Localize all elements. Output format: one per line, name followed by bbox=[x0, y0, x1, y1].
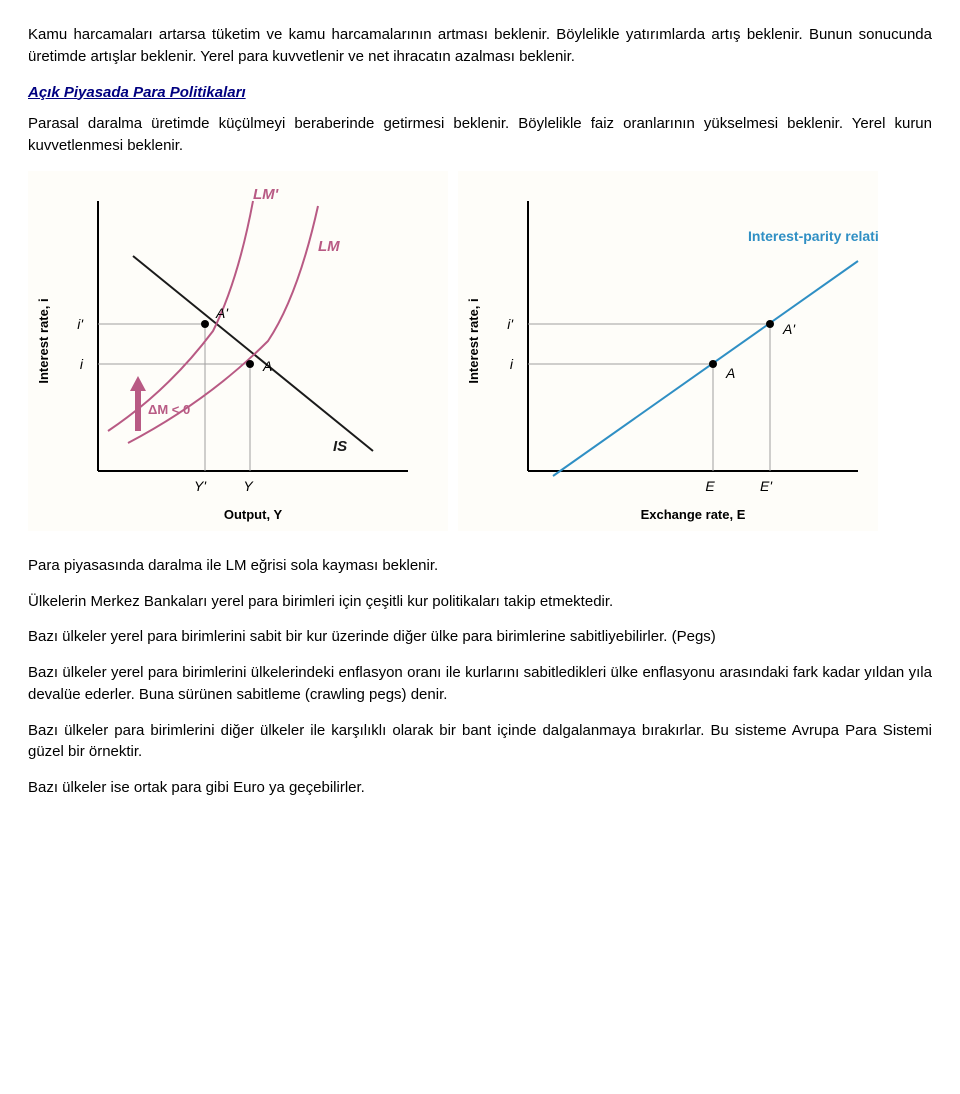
e2-tick: E' bbox=[760, 478, 773, 494]
e-tick: E bbox=[705, 478, 715, 494]
is-label: IS bbox=[333, 438, 347, 455]
paragraph-1: Kamu harcamaları artarsa tüketim ve kamu… bbox=[28, 24, 932, 68]
islm-chart: IS LM LM' A A' i i' Y Y' ΔM < 0 Interest… bbox=[28, 171, 448, 531]
dm-arrow-label: ΔM < 0 bbox=[148, 402, 190, 417]
y-axis-label: Interest rate, i bbox=[466, 298, 481, 383]
section-heading: Açık Piyasada Para Politikaları bbox=[28, 82, 932, 104]
paragraph-4: Ülkelerin Merkez Bankaları yerel para bi… bbox=[28, 591, 932, 613]
point-a2 bbox=[201, 320, 209, 328]
point-a2 bbox=[766, 320, 774, 328]
paragraph-3: Para piyasasında daralma ile LM eğrisi s… bbox=[28, 555, 932, 577]
point-a2-label: A' bbox=[215, 305, 229, 321]
paragraph-2: Parasal daralma üretimde küçülmeyi berab… bbox=[28, 113, 932, 157]
point-a2-label: A' bbox=[782, 321, 796, 337]
y2-tick: Y' bbox=[194, 478, 207, 494]
x-axis-label: Output, Y bbox=[224, 507, 283, 522]
paragraph-5: Bazı ülkeler yerel para birimlerini sabi… bbox=[28, 626, 932, 648]
ip-label: Interest-parity relation bbox=[748, 228, 878, 244]
lm2-label: LM' bbox=[253, 186, 279, 203]
paragraph-7: Bazı ülkeler para birimlerini diğer ülke… bbox=[28, 720, 932, 764]
point-a-label: A bbox=[262, 358, 272, 374]
charts-container: IS LM LM' A A' i i' Y Y' ΔM < 0 Interest… bbox=[28, 171, 932, 531]
paragraph-6: Bazı ülkeler yerel para birimlerini ülke… bbox=[28, 662, 932, 706]
point-a-label: A bbox=[725, 365, 735, 381]
point-a bbox=[246, 360, 254, 368]
chart-bg bbox=[28, 171, 448, 531]
y-axis-label: Interest rate, i bbox=[36, 298, 51, 383]
point-a bbox=[709, 360, 717, 368]
x-axis-label: Exchange rate, E bbox=[641, 507, 746, 522]
paragraph-8: Bazı ülkeler ise ortak para gibi Euro ya… bbox=[28, 777, 932, 799]
lm-label: LM bbox=[318, 238, 340, 255]
chart-bg bbox=[458, 171, 878, 531]
interest-parity-chart: Interest-parity relation A A' i i' E E' … bbox=[458, 171, 878, 531]
